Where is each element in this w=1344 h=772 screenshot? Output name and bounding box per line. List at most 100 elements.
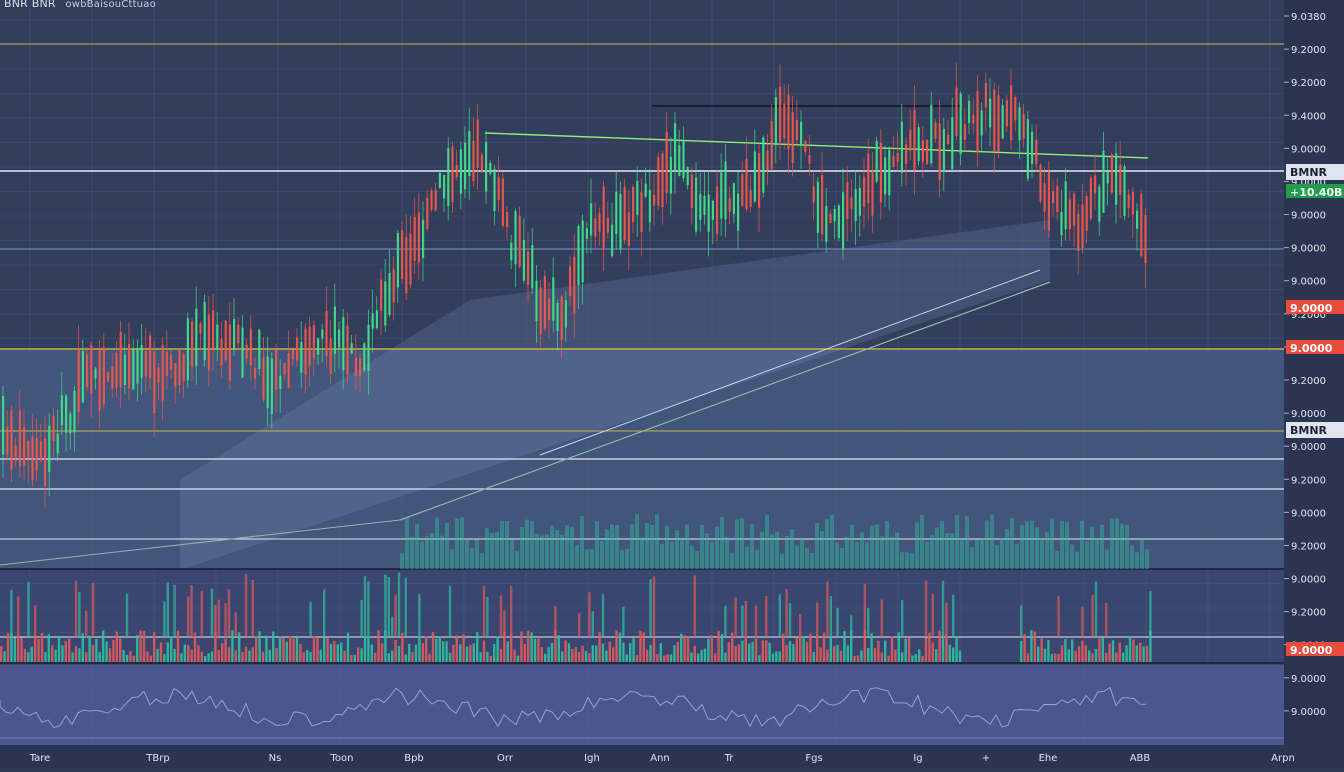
candle bbox=[144, 351, 147, 377]
time-tick-label: ABB bbox=[1130, 753, 1151, 764]
volume-bar bbox=[1140, 539, 1144, 569]
price-tick-label: 9.2000 bbox=[1291, 475, 1326, 486]
volume-bar bbox=[1125, 524, 1129, 569]
volume-bar bbox=[302, 652, 305, 662]
candle bbox=[984, 83, 987, 108]
candle bbox=[371, 313, 374, 329]
volume-bar bbox=[227, 647, 231, 662]
candle bbox=[396, 233, 399, 288]
volume-bar bbox=[1030, 630, 1033, 662]
candle bbox=[69, 413, 72, 434]
candle bbox=[346, 325, 349, 375]
volume-bar bbox=[125, 593, 129, 637]
volume-bar bbox=[724, 652, 727, 662]
volume-bar bbox=[615, 630, 618, 662]
volume-bar bbox=[660, 543, 664, 569]
candle bbox=[90, 344, 93, 394]
time-tick-label: Ig bbox=[913, 753, 922, 764]
volume-bar bbox=[737, 644, 741, 662]
candle bbox=[884, 157, 887, 195]
volume-bar bbox=[990, 514, 994, 569]
volume-bar bbox=[761, 640, 764, 662]
volume-bar bbox=[693, 575, 696, 637]
volume-bar bbox=[635, 655, 639, 662]
volume-bar bbox=[1108, 643, 1111, 662]
candle bbox=[779, 86, 782, 142]
volume-bar bbox=[567, 643, 571, 662]
candle bbox=[203, 301, 206, 361]
volume-bar bbox=[275, 648, 278, 662]
volume-bar bbox=[591, 645, 594, 662]
volume-bar bbox=[452, 644, 455, 662]
volume-bar bbox=[20, 637, 23, 662]
volume-bar bbox=[207, 653, 210, 662]
volume-bar bbox=[1139, 642, 1142, 662]
volume-bar bbox=[418, 594, 421, 637]
candle bbox=[438, 172, 441, 188]
candle bbox=[191, 321, 194, 367]
candle bbox=[690, 174, 693, 208]
candle bbox=[375, 310, 378, 329]
volume-bar bbox=[958, 650, 962, 662]
volume-bar bbox=[663, 655, 666, 662]
volume-bar bbox=[826, 581, 829, 637]
candle bbox=[774, 96, 777, 145]
volume-bar bbox=[755, 549, 759, 569]
price-badge-label: +10.40B bbox=[1290, 186, 1342, 199]
volume-bar bbox=[387, 576, 390, 637]
volume-bar bbox=[295, 635, 299, 662]
candle bbox=[947, 134, 950, 145]
volume-bar bbox=[588, 592, 591, 637]
price-badge-label: 9.0000 bbox=[1290, 644, 1333, 657]
volume-bar bbox=[829, 595, 832, 637]
volume-bar bbox=[918, 649, 921, 662]
candle bbox=[951, 117, 954, 170]
candle bbox=[165, 351, 168, 377]
candle bbox=[989, 98, 992, 128]
volume-bar bbox=[480, 553, 484, 569]
volume-bar bbox=[91, 645, 95, 662]
volume-bar bbox=[1026, 653, 1030, 662]
volume-bar bbox=[1023, 634, 1026, 662]
candle bbox=[266, 356, 269, 409]
volume-bar bbox=[1060, 521, 1064, 569]
candle bbox=[98, 350, 101, 411]
candle bbox=[426, 197, 429, 229]
candle bbox=[451, 146, 454, 202]
volume-bar bbox=[714, 653, 717, 662]
time-tick-label: Igh bbox=[584, 753, 600, 764]
price-tick-label: 9.0000 bbox=[1291, 244, 1326, 255]
volume-bar bbox=[836, 644, 839, 662]
volume-bar bbox=[40, 632, 44, 662]
candle bbox=[317, 338, 320, 355]
volume-bar bbox=[415, 524, 419, 569]
price-tick-label: 9.2000 bbox=[1291, 541, 1326, 552]
volume-bar bbox=[486, 651, 489, 662]
candle bbox=[153, 351, 156, 414]
volume-bar bbox=[697, 653, 700, 662]
volume-bar bbox=[411, 652, 414, 662]
candle bbox=[506, 211, 509, 228]
volume-bar bbox=[715, 526, 719, 569]
candle bbox=[1115, 153, 1118, 205]
candle bbox=[741, 174, 744, 206]
volume-bar bbox=[200, 651, 203, 662]
volume-bar bbox=[676, 641, 679, 662]
candle bbox=[577, 226, 580, 285]
volume-bar bbox=[470, 548, 474, 569]
volume-bar bbox=[350, 654, 353, 662]
candle bbox=[115, 352, 118, 388]
volume-bar bbox=[605, 529, 609, 569]
volume-bar bbox=[81, 633, 84, 662]
volume-bar bbox=[261, 651, 265, 662]
candle bbox=[186, 318, 189, 381]
candle bbox=[896, 153, 899, 163]
volume-bar bbox=[523, 643, 526, 662]
candle bbox=[762, 137, 765, 193]
candle bbox=[1035, 139, 1038, 165]
volume-bar bbox=[136, 635, 139, 662]
candle bbox=[602, 186, 605, 249]
volume-bar bbox=[319, 649, 322, 662]
volume-bar bbox=[635, 514, 639, 569]
